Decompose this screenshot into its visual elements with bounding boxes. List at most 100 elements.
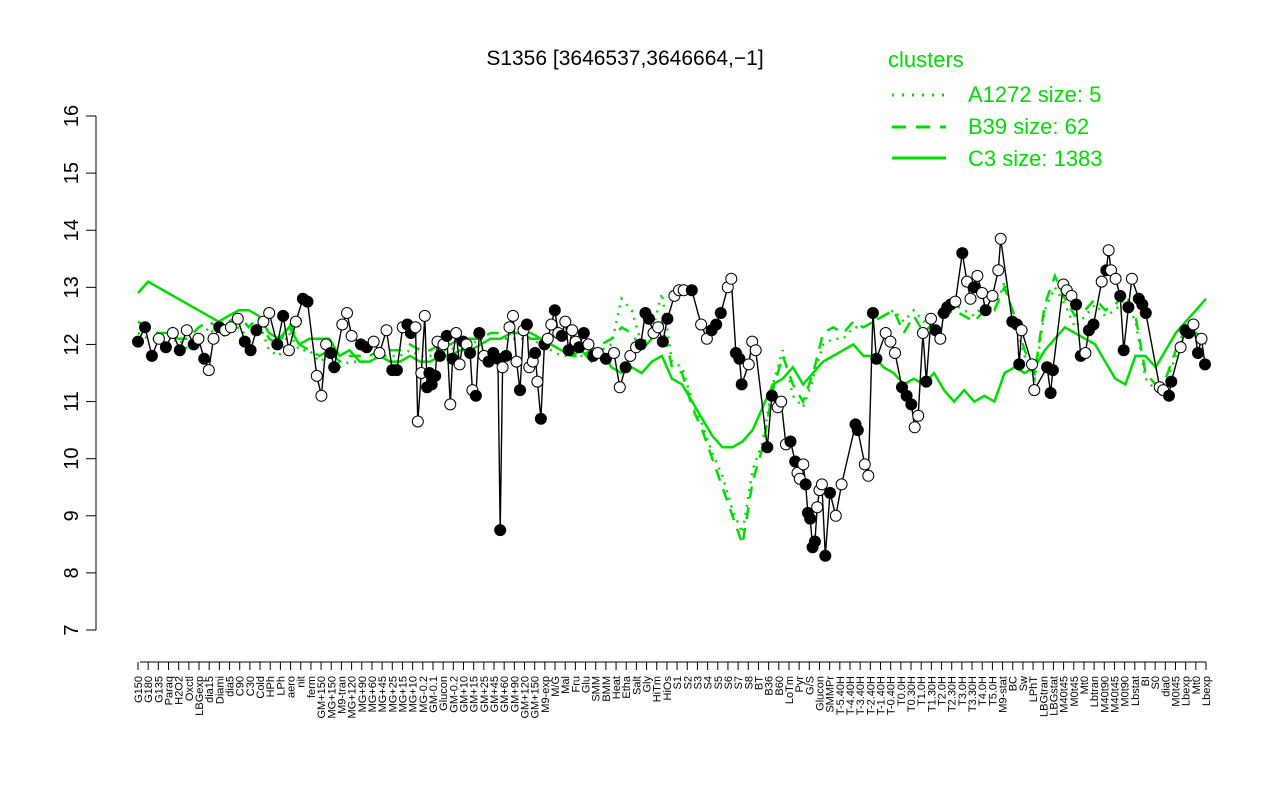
x-tick-label: M9-stat	[998, 676, 1010, 713]
data-point	[799, 478, 812, 491]
data-point	[1028, 384, 1041, 397]
data-point	[192, 332, 205, 345]
x-tick-label: T2.0H	[937, 676, 949, 706]
series-line-dashed	[137, 272, 1207, 545]
data-point	[714, 307, 727, 319]
x-tick-label: GM+10	[458, 676, 470, 712]
x-tick-label: SMM	[591, 676, 603, 702]
x-tick-label: S8	[743, 676, 755, 689]
data-point	[1046, 364, 1059, 377]
x-tick-label: C90	[235, 676, 247, 696]
data-point	[1114, 289, 1127, 302]
x-tick-label: Oxctl	[184, 676, 196, 701]
data-point	[159, 341, 172, 354]
x-tick-label: HiTm	[652, 676, 664, 702]
x-tick-label: T0.0H	[896, 676, 908, 706]
x-tick-label: Mt0	[1191, 676, 1203, 694]
data-point	[257, 315, 270, 328]
x-tick-label: T4.0H	[977, 676, 989, 706]
x-tick-label: MG+45	[377, 676, 389, 712]
data-point	[145, 349, 158, 362]
x-tick-label: SMMPr	[825, 676, 837, 713]
data-point	[390, 364, 403, 377]
x-tick-label: T2.30H	[947, 676, 959, 712]
data-point	[905, 398, 918, 411]
x-tick-label: S5	[713, 676, 725, 689]
data-point	[433, 349, 446, 362]
data-point	[979, 304, 992, 317]
data-point	[555, 329, 568, 342]
data-point	[992, 264, 1005, 277]
data-point	[695, 318, 708, 331]
data-point	[496, 361, 509, 374]
x-tick-label: Fru	[570, 676, 582, 693]
x-tick-label: S4	[703, 676, 715, 689]
data-point	[624, 349, 637, 362]
data-point	[819, 549, 832, 562]
x-tick-label: Sw	[1018, 676, 1030, 691]
data-point	[559, 315, 572, 328]
data-point	[858, 458, 871, 471]
data-point	[1095, 275, 1108, 288]
x-tick-label: Lbexp	[1201, 676, 1213, 706]
data-point	[500, 349, 513, 362]
x-tick-label: LBGtran	[1038, 676, 1050, 717]
data-point	[271, 338, 284, 351]
x-tick-label: GM-0.2	[448, 676, 460, 713]
x-tick-label: MG+15	[397, 676, 409, 712]
data-point	[968, 281, 980, 294]
x-tick-label: T1.0H	[916, 676, 928, 706]
data-point	[289, 315, 302, 328]
data-point	[301, 295, 314, 308]
x-tick-label: C30	[245, 676, 257, 696]
x-tick-label: ferm	[306, 676, 318, 698]
x-tick-label: LBGexp	[194, 676, 206, 716]
data-point	[851, 424, 864, 437]
x-tick-label: G135	[153, 676, 165, 703]
data-point	[619, 361, 632, 374]
x-tick-label: HiOs	[662, 676, 674, 701]
x-tick-label: BMM	[601, 676, 613, 702]
x-tick-label: G/S	[804, 676, 816, 695]
y-tick-label: 13	[61, 276, 83, 298]
x-tick-label: M40t90	[1099, 676, 1111, 713]
data-point	[450, 327, 463, 339]
x-tick-label: T-2.40H	[865, 676, 877, 715]
x-tick-label: T-1.40H	[876, 676, 888, 715]
data-point	[139, 321, 151, 334]
x-tick-label: GM+60	[499, 676, 511, 712]
data-point	[808, 535, 821, 548]
x-tick-label: BT	[753, 676, 765, 690]
legend-entry-a1272: A1272 size: 5	[968, 82, 1101, 107]
data-point	[541, 332, 554, 345]
data-point	[1195, 332, 1208, 345]
data-point	[310, 369, 323, 382]
data-point	[1013, 358, 1026, 371]
data-point	[1139, 307, 1152, 319]
data-point	[510, 355, 523, 368]
data-point	[797, 458, 810, 471]
data-point	[418, 309, 431, 322]
data-point	[884, 335, 897, 348]
y-tick-label: 15	[61, 162, 83, 184]
x-tick-label: Salt	[631, 676, 643, 695]
data-point	[545, 318, 558, 331]
data-point	[749, 344, 762, 357]
y-tick-label: 7	[61, 624, 83, 635]
y-tick-label: 9	[61, 510, 83, 521]
data-point	[429, 369, 442, 382]
data-point	[166, 327, 179, 339]
data-point	[180, 324, 193, 337]
x-tick-label: GM+150	[530, 676, 542, 719]
x-tick-label: M/G	[550, 676, 562, 697]
data-point	[1087, 318, 1100, 331]
x-tick-label: dia0	[1160, 676, 1172, 697]
data-point	[503, 321, 516, 334]
data-point	[591, 347, 604, 359]
data-point	[1109, 272, 1122, 285]
x-tick-label: T3.30H	[967, 676, 979, 712]
x-tick-label: M9-tran	[336, 676, 348, 714]
x-tick-label: nit	[296, 676, 308, 688]
data-point	[315, 389, 328, 402]
